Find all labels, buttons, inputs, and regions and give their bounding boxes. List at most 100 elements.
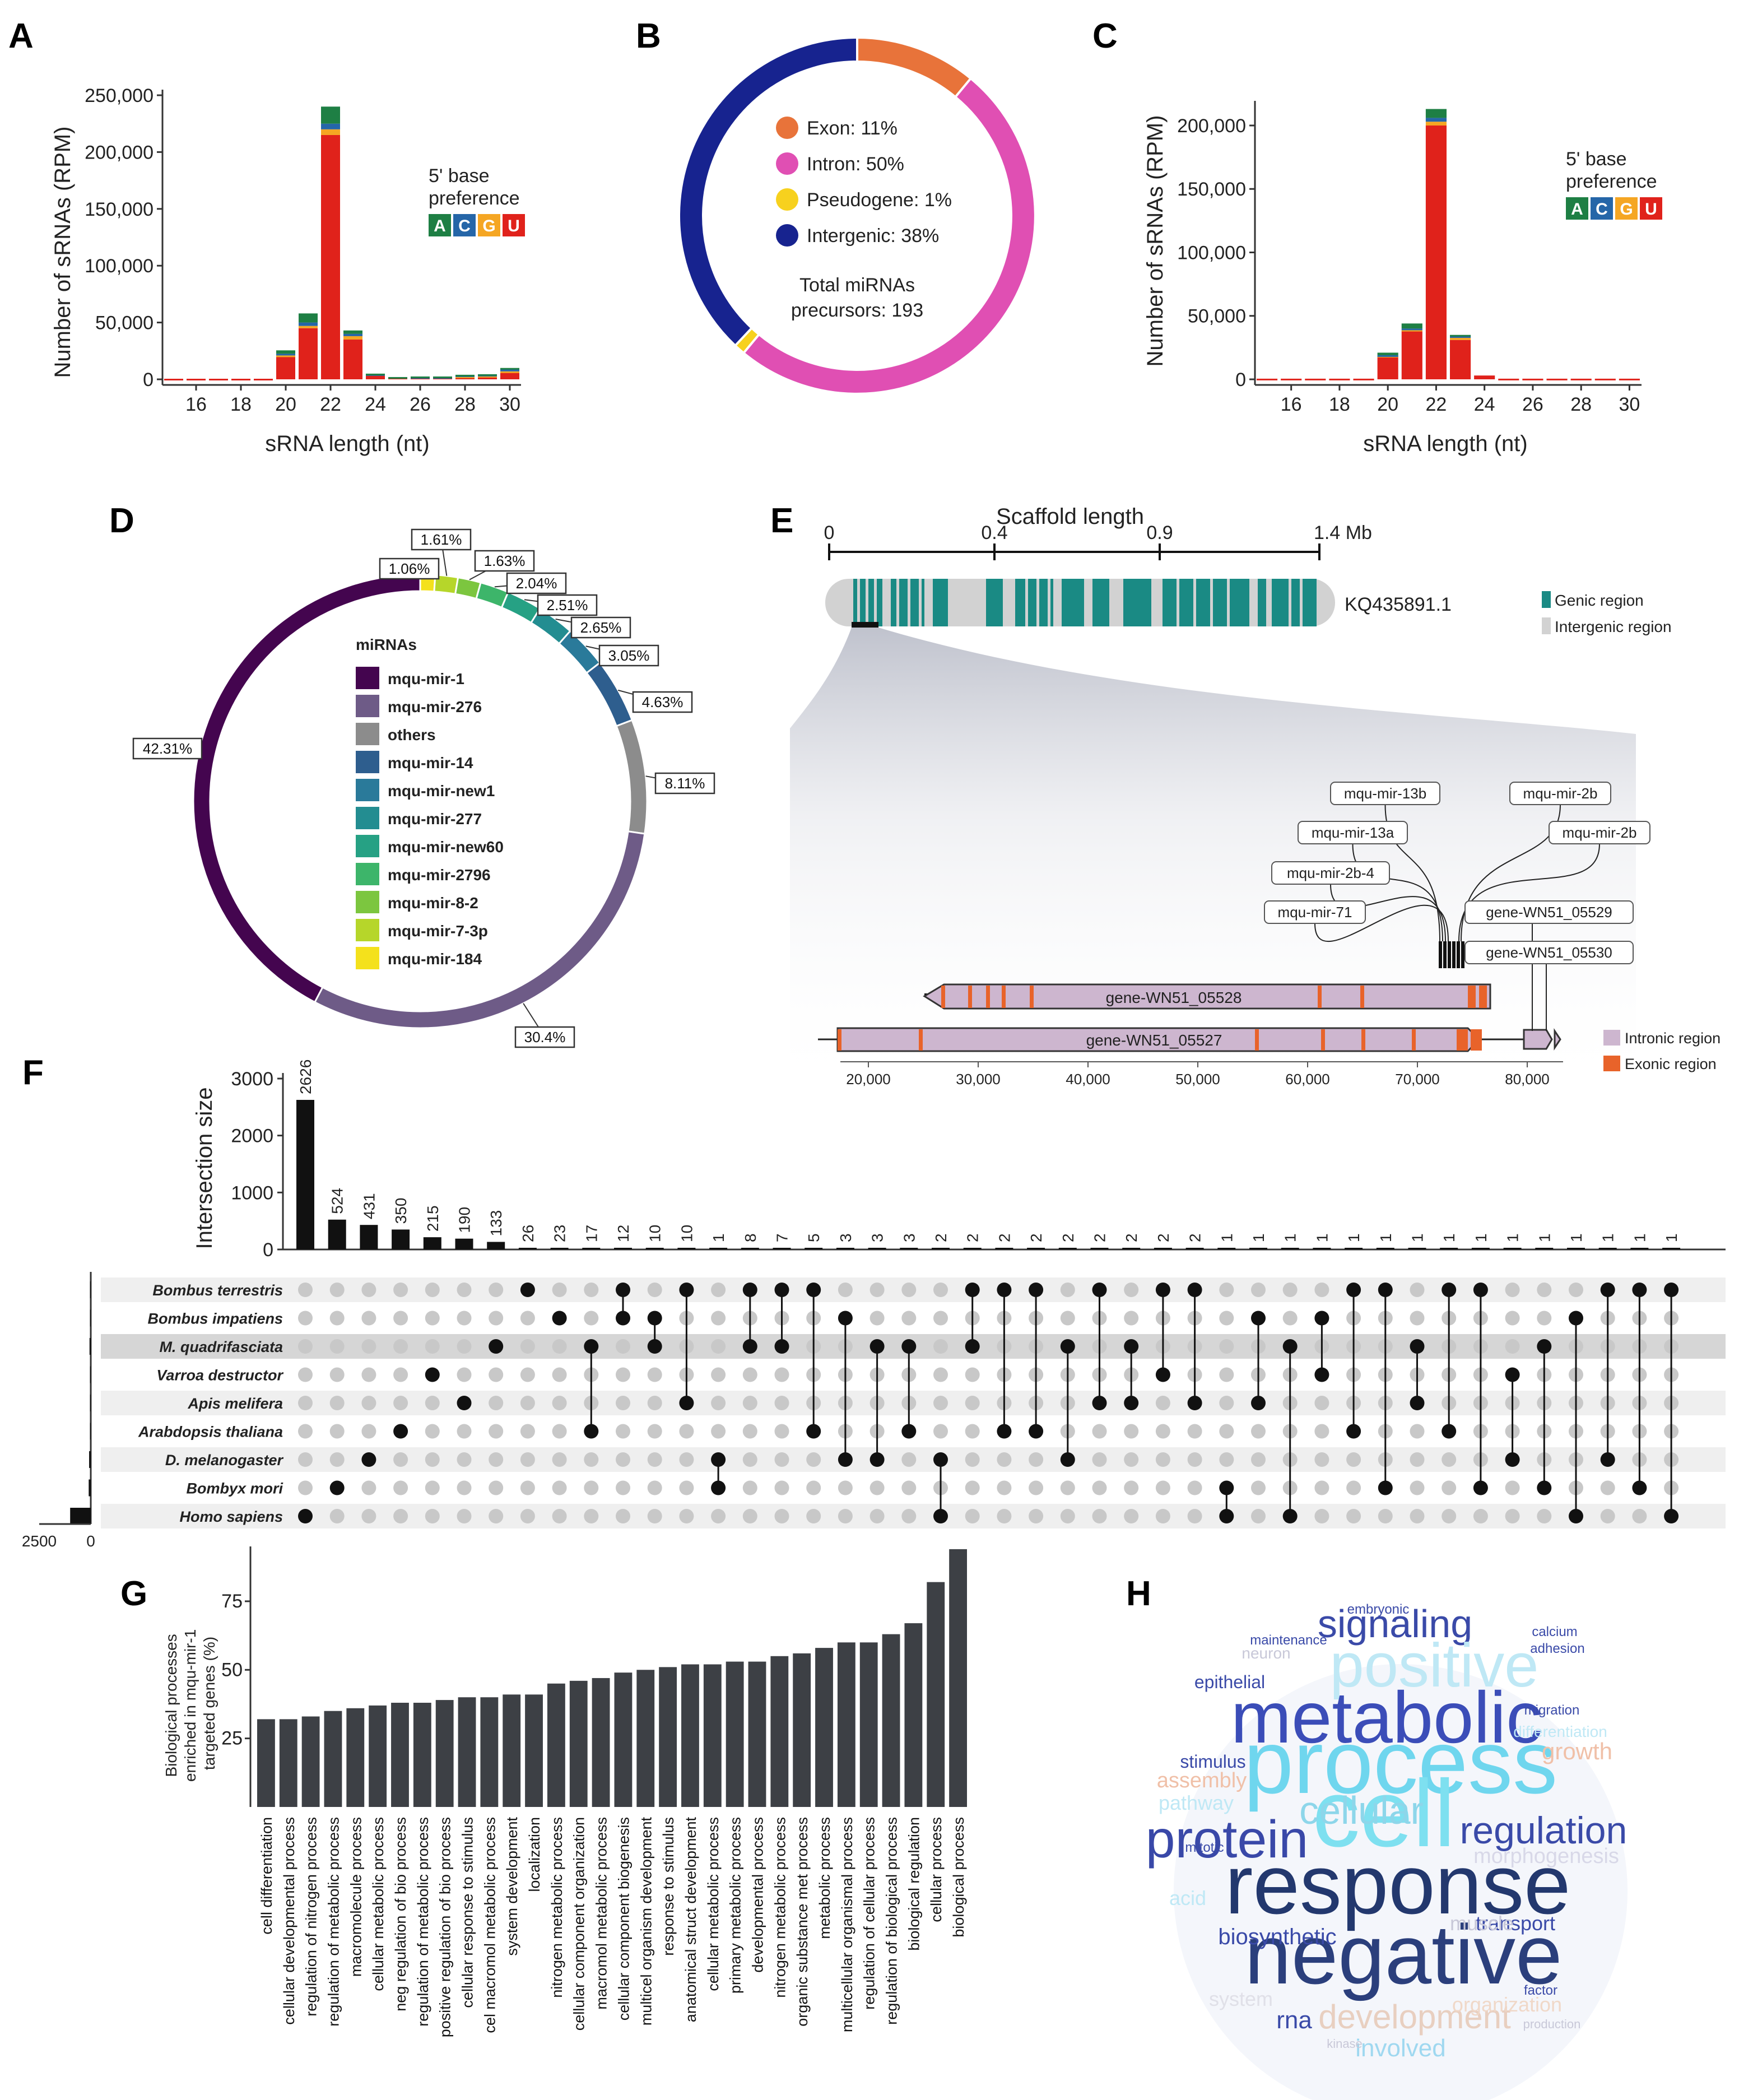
- intergenic-gap: [866, 579, 868, 626]
- dot-empty: [933, 1283, 948, 1297]
- bar-a-21: [1401, 323, 1422, 329]
- bar-g-22: [321, 129, 340, 135]
- intersection-count-28: 2: [1187, 1233, 1204, 1242]
- dot-empty: [1219, 1283, 1234, 1297]
- gene-body-05529: [1554, 1028, 1561, 1051]
- legend-swatch-c: [453, 214, 476, 236]
- x-tick-label: 26: [1522, 394, 1543, 415]
- dot-empty: [679, 1452, 694, 1467]
- intersection-bar-19: [900, 1248, 918, 1249]
- set-label-apis-melifera: Apis melifera: [187, 1395, 283, 1412]
- dot-empty: [965, 1480, 980, 1495]
- value-box: [506, 572, 567, 594]
- bar-multicellular-organismal-process: [837, 1642, 855, 1807]
- dot-empty: [965, 1367, 980, 1382]
- position-label-70-000: 70,000: [1395, 1071, 1440, 1088]
- word-factor: factor: [1524, 1983, 1557, 1998]
- bar-c-21: [1401, 328, 1422, 331]
- dot-empty: [774, 1396, 789, 1410]
- bar-u-24: [366, 374, 385, 379]
- value-box: [474, 550, 535, 572]
- genic-region: [1123, 579, 1151, 626]
- panel-label-c: C: [1092, 17, 1118, 55]
- mirna-label-mqu-mir-2b: mqu-mir-2b: [1563, 824, 1637, 841]
- legend-swatch-a: [1566, 197, 1588, 220]
- category-label-developmental-process: developmental process: [749, 1817, 766, 1973]
- intersection-count-3: 350: [392, 1198, 410, 1224]
- dot-empty: [742, 1424, 757, 1439]
- dot-empty: [1251, 1283, 1266, 1297]
- dot-empty: [489, 1452, 504, 1467]
- word-epithelial: epithelial: [1194, 1672, 1265, 1692]
- dot-empty: [1537, 1311, 1552, 1326]
- bar-a-20: [276, 350, 295, 354]
- dot-empty: [616, 1480, 630, 1495]
- bar-c-21: [299, 322, 318, 326]
- mirna-label-mqu-mir-13b: mqu-mir-13b: [1344, 785, 1426, 802]
- dot-empty: [457, 1509, 472, 1523]
- legend-swatch-g: [1615, 197, 1638, 220]
- dot-filled: [457, 1396, 472, 1410]
- y-tick-label: 2000: [231, 1126, 273, 1147]
- exon: [986, 986, 990, 1008]
- intergenic-gap: [1177, 579, 1179, 626]
- slice-intergenic-38: [678, 36, 858, 347]
- panel-label-b: B: [636, 17, 661, 55]
- intersection-count-42: 1: [1631, 1233, 1648, 1242]
- mirna-leader: [1314, 904, 1449, 942]
- dot-empty: [1092, 1480, 1107, 1495]
- panel-a-legend-title-2: preference: [429, 188, 520, 209]
- legend-swatch-mqu-mir-new60: [356, 835, 379, 857]
- value-box: [654, 772, 715, 795]
- mirna-box: [1264, 900, 1366, 924]
- dot-empty: [1124, 1311, 1139, 1326]
- mirna-box: [1549, 821, 1650, 844]
- dot-empty: [393, 1283, 408, 1297]
- dot-empty: [901, 1452, 917, 1467]
- bar-regulation-of-metabolic-process: [324, 1711, 342, 1807]
- gene-box-label-gene-wn51-05530: gene-WN51_05530: [1486, 944, 1612, 961]
- bar-g-22: [1425, 122, 1447, 126]
- bar-a-28: [455, 374, 475, 377]
- dot-empty: [1219, 1424, 1234, 1439]
- intersection-count-29: 1: [1218, 1233, 1235, 1242]
- word-pathway: pathway: [1159, 1791, 1234, 1814]
- legend-swatch-g: [478, 214, 500, 236]
- y-tick-label: 250,000: [85, 85, 154, 106]
- dot-empty: [457, 1367, 472, 1382]
- intersection-bar-36: [1440, 1248, 1458, 1249]
- intergenic-gap: [1025, 579, 1028, 626]
- dot-empty: [806, 1480, 821, 1495]
- category-label-regulation-of-nitrogen-process: regulation of nitrogen process: [303, 1817, 320, 2017]
- dot-empty: [1505, 1283, 1520, 1297]
- intersection-count-13: 1: [710, 1233, 727, 1242]
- intersection-count-21: 2: [964, 1233, 982, 1242]
- dot-empty: [933, 1424, 948, 1439]
- dot-empty: [679, 1480, 694, 1495]
- dot-empty: [329, 1424, 345, 1439]
- dot-empty: [520, 1452, 535, 1467]
- mirna-box: [1271, 861, 1390, 885]
- x-tick-label: 24: [1474, 394, 1495, 415]
- position-label-60-000: 60,000: [1285, 1071, 1330, 1088]
- dot-empty: [838, 1283, 853, 1297]
- intergenic-gap: [1048, 579, 1050, 626]
- word-mitotic: mitotic: [1185, 1840, 1224, 1855]
- position-label-20-000: 20,000: [846, 1071, 891, 1088]
- bar-u-20: [276, 356, 295, 379]
- dot-empty: [742, 1509, 757, 1523]
- legend-label-mqu-mir-14: mqu-mir-14: [388, 754, 473, 772]
- category-label-nitrogen-metabolic-process: nitrogen metabolic process: [771, 1817, 788, 1998]
- word-migration: migration: [1524, 1703, 1580, 1718]
- value-box: [570, 616, 631, 639]
- dot-empty: [361, 1509, 376, 1523]
- bar-nitrogen-metabolic-process: [770, 1656, 789, 1807]
- intersection-count-14: 8: [742, 1233, 759, 1242]
- dot-empty: [1155, 1424, 1170, 1439]
- dot-empty: [329, 1396, 345, 1410]
- word-process: process: [1244, 1712, 1557, 1812]
- dot-empty: [329, 1509, 345, 1523]
- intersection-bar-13: [709, 1248, 728, 1249]
- category-label-cellular-response-to-stimulus: cellular response to stimulus: [459, 1817, 476, 2008]
- bar-u-26: [1522, 378, 1543, 380]
